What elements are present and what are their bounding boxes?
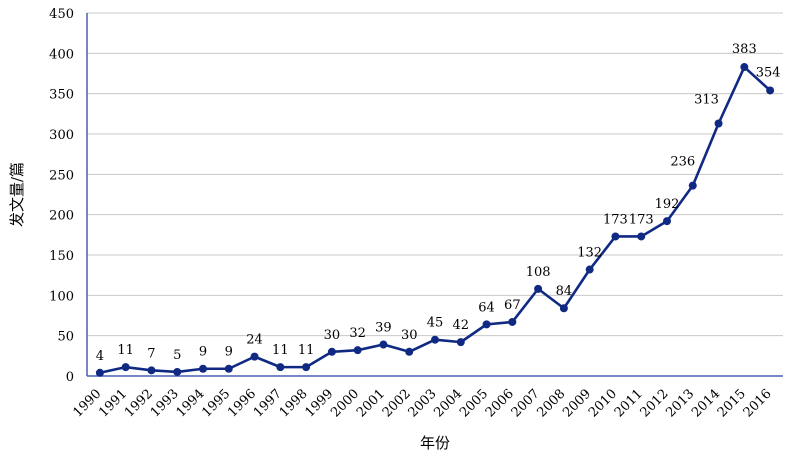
data-label: 5: [173, 348, 181, 363]
x-tick-label: 1995: [199, 386, 233, 420]
data-label: 30: [401, 328, 418, 343]
y-tick-label: 250: [49, 168, 74, 183]
data-label: 192: [655, 197, 680, 212]
x-tick-label: 2014: [689, 386, 723, 420]
x-tick-label: 2005: [457, 386, 491, 420]
data-label: 84: [556, 284, 573, 299]
y-tick-labels: 0 50 100 150 200 250 300 350 400 450: [49, 7, 74, 385]
y-tick-label: 350: [49, 88, 74, 103]
data-point: [637, 232, 646, 241]
x-tick-label: 2016: [741, 386, 775, 420]
x-tick-label: 2001: [354, 386, 388, 420]
x-tick-labels: 1990199119921993199419951996199719981999…: [70, 386, 774, 420]
data-point: [559, 304, 568, 313]
x-tick-label: 2008: [534, 386, 568, 420]
data-label: 67: [504, 298, 521, 313]
data-point: [353, 346, 362, 355]
x-tick-label: 2002: [380, 386, 414, 420]
y-tick-label: 200: [49, 209, 74, 224]
data-label: 173: [603, 212, 628, 227]
data-point: [456, 338, 465, 347]
grid-lines: [87, 12, 783, 337]
data-point: [740, 63, 749, 72]
data-point: [276, 363, 285, 372]
data-label: 32: [349, 326, 366, 341]
data-point: [302, 363, 311, 372]
data-point: [405, 347, 414, 356]
data-label: 30: [324, 328, 341, 343]
data-point: [766, 86, 775, 95]
data-label: 11: [272, 343, 289, 358]
data-point: [714, 119, 723, 128]
x-tick-label: 1996: [225, 386, 259, 420]
data-points: [95, 63, 775, 377]
data-label: 7: [147, 346, 155, 361]
data-label: 4: [96, 349, 104, 364]
data-label: 64: [478, 300, 495, 315]
data-point: [121, 363, 130, 372]
x-tick-label: 2007: [509, 386, 543, 420]
data-point: [173, 367, 182, 376]
data-point: [250, 352, 259, 361]
y-tick-label: 150: [49, 249, 74, 264]
data-point: [147, 366, 156, 375]
x-tick-label: 2004: [431, 386, 465, 420]
data-point: [688, 181, 697, 190]
data-label: 108: [526, 265, 551, 280]
data-label: 39: [375, 321, 392, 336]
x-tick-label: 2013: [663, 386, 697, 420]
data-label: 9: [225, 345, 233, 360]
data-point: [327, 347, 336, 356]
x-tick-label: 1994: [174, 386, 208, 420]
x-tick-label: 1998: [277, 386, 311, 420]
data-label: 45: [427, 316, 444, 331]
x-tick-label: 1992: [122, 386, 156, 420]
x-tick-label: 1997: [251, 386, 285, 420]
data-label: 383: [732, 42, 757, 57]
x-tick-label: 1993: [148, 386, 182, 420]
x-tick-label: 2003: [406, 386, 440, 420]
x-tick-label: 2015: [715, 386, 749, 420]
data-point: [508, 317, 517, 326]
x-tick-label: 1990: [70, 386, 104, 420]
data-label: 132: [577, 246, 602, 261]
data-label: 11: [298, 343, 315, 358]
data-labels: 4 11 7 5 9 9 24 11 11 30 32 39 30 45 42 64 67 108 84 132 173…: [96, 42, 781, 364]
data-label: 42: [453, 318, 470, 333]
y-tick-label: 400: [49, 47, 74, 62]
data-point: [663, 217, 671, 226]
data-point: [482, 320, 491, 329]
y-tick-label: 300: [49, 128, 74, 143]
data-label: 354: [756, 65, 781, 80]
data-point: [431, 335, 439, 344]
data-label: 236: [670, 155, 695, 170]
y-tick-label: 450: [49, 7, 74, 22]
x-tick-label: 2012: [638, 386, 672, 420]
data-point: [379, 340, 388, 349]
data-point: [611, 232, 620, 241]
y-tick-label: 50: [57, 330, 74, 345]
data-label: 173: [629, 212, 654, 227]
x-axis-title: 年份: [420, 434, 450, 452]
y-tick-label: 100: [49, 289, 74, 304]
x-tick-label: 1991: [96, 386, 130, 420]
x-tick-label: 2000: [328, 386, 362, 420]
x-tick-label: 2010: [586, 386, 620, 420]
data-point: [224, 364, 233, 373]
data-label: 9: [199, 345, 207, 360]
x-tick-label: 1999: [302, 386, 336, 420]
y-tick-label: 0: [66, 370, 74, 385]
data-point: [95, 368, 104, 377]
y-axis-title: 发文量/篇: [8, 162, 26, 227]
data-label: 313: [694, 93, 719, 108]
x-tick-label: 2009: [560, 386, 594, 420]
data-label: 24: [246, 333, 263, 348]
data-point: [585, 265, 594, 274]
x-tick-label: 2011: [612, 386, 646, 420]
data-point: [534, 284, 543, 293]
data-label: 11: [117, 343, 134, 358]
x-tick-label: 2006: [483, 386, 517, 420]
data-point: [199, 364, 207, 373]
